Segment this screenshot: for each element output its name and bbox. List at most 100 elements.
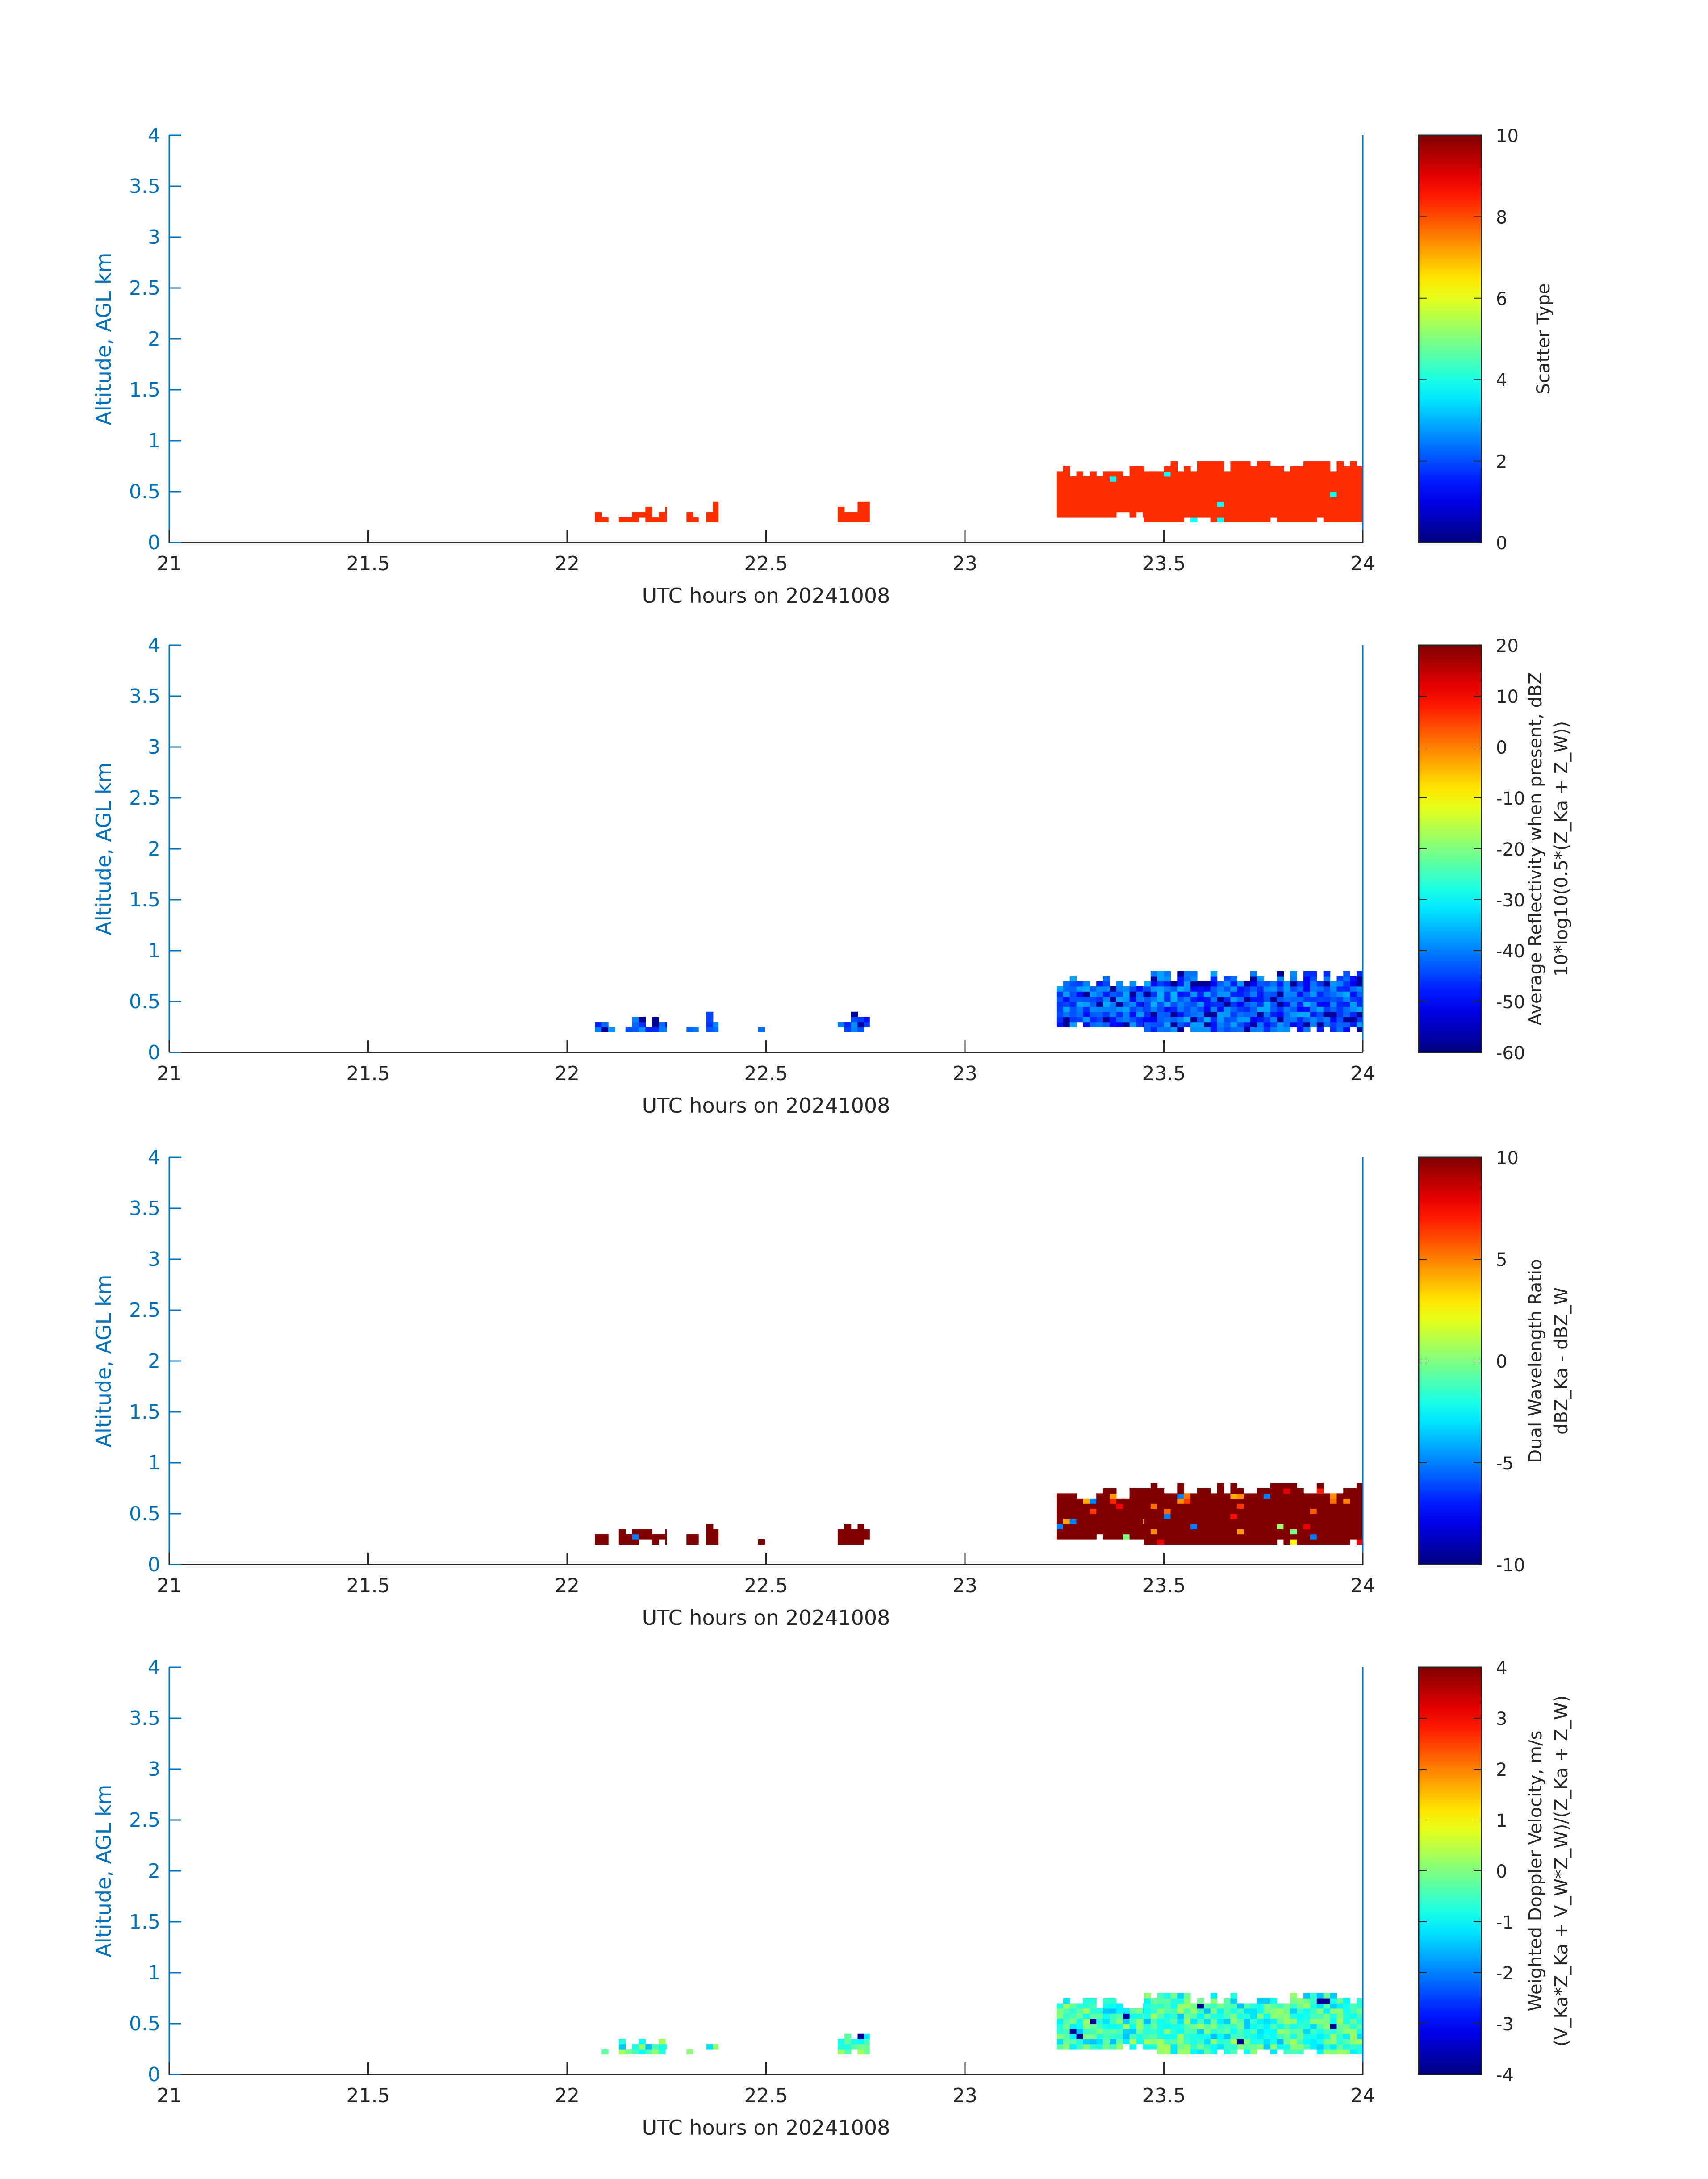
- echo-cell: [1157, 976, 1165, 981]
- echo-cell: [1230, 486, 1237, 492]
- echo-cell: [595, 1539, 602, 1545]
- colorbar-tick-label: -2: [1496, 1963, 1514, 1984]
- echo-cell: [1184, 2018, 1191, 2024]
- echo-cell: [1263, 512, 1271, 518]
- echo-cell: [1270, 2039, 1278, 2045]
- echo-cell: [1164, 1508, 1171, 1514]
- echo-cell: [1323, 507, 1331, 513]
- echo-cell: [1323, 1002, 1331, 1007]
- echo-cell: [1203, 512, 1211, 518]
- echo-cell: [1177, 2008, 1184, 2014]
- echo-cell: [1136, 1534, 1143, 1540]
- echo-cell: [1123, 986, 1130, 992]
- echo-cell: [601, 1027, 609, 1032]
- echo-cell: [1197, 501, 1204, 507]
- echo-cell: [1157, 476, 1165, 482]
- echo-cell: [1197, 497, 1204, 502]
- echo-cell: [1116, 497, 1123, 502]
- echo-cell: [1116, 1503, 1123, 1509]
- echo-cell: [1103, 1508, 1110, 1514]
- echo-cell: [1170, 2049, 1178, 2054]
- echo-cell: [1244, 1022, 1251, 1027]
- echo-cell: [1230, 1017, 1237, 1023]
- echo-cell: [1103, 1017, 1110, 1023]
- echo-cell: [1357, 971, 1363, 977]
- echo-cell: [1150, 1006, 1158, 1012]
- echo-cell: [1224, 2039, 1231, 2045]
- echo-cell: [1290, 1539, 1297, 1545]
- echo-cell: [1316, 501, 1324, 507]
- echo-cell: [1257, 471, 1264, 477]
- echo-cell: [1103, 471, 1110, 477]
- echo-cell: [1303, 1002, 1311, 1007]
- echo-cell: [1056, 1006, 1064, 1012]
- echo-cell: [1303, 1508, 1311, 1514]
- echo-cell: [1230, 1498, 1237, 1504]
- echo-cell: [1150, 1022, 1158, 1027]
- echo-cell: [1343, 507, 1350, 513]
- echo-cell: [1263, 1006, 1271, 1012]
- echo-cell: [1310, 1993, 1317, 1999]
- x-tick-label: 23: [952, 1062, 977, 1085]
- echo-cell: [1357, 507, 1363, 513]
- echo-cell: [1129, 1503, 1137, 1509]
- echo-cell: [1197, 1503, 1204, 1509]
- echo-cell: [1083, 1017, 1090, 1023]
- echo-cell: [1343, 1493, 1350, 1499]
- echo-cell: [1190, 486, 1198, 492]
- echo-cell: [1170, 1017, 1178, 1023]
- echo-cell: [1257, 1508, 1264, 1514]
- echo-cell: [1303, 2018, 1311, 2024]
- echo-cell: [652, 517, 659, 522]
- echo-cell: [1263, 466, 1271, 472]
- echo-cell: [1177, 1493, 1184, 1499]
- echo-cell: [1197, 1998, 1204, 2004]
- echo-cell: [1230, 481, 1237, 487]
- echo-cell: [1357, 492, 1363, 497]
- echo-cell: [1270, 2044, 1278, 2050]
- echo-cell: [1063, 2044, 1070, 2050]
- echo-cell: [1217, 1524, 1224, 1529]
- echo-cell: [1230, 1002, 1237, 1007]
- echo-cell: [1316, 481, 1324, 487]
- echo-cell: [1164, 2033, 1171, 2039]
- echo-cell: [1263, 2008, 1271, 2014]
- echo-cell: [1184, 512, 1191, 518]
- echo-cell: [1063, 1514, 1070, 1519]
- echo-cell: [1056, 2003, 1064, 2009]
- echo-cell: [1330, 501, 1337, 507]
- echo-cell: [1076, 2013, 1084, 2019]
- echo-cell: [1357, 976, 1363, 981]
- echo-cell: [1323, 2049, 1331, 2054]
- echo-cell: [1150, 971, 1158, 977]
- echo-cell: [1224, 512, 1231, 518]
- echo-cell: [1150, 2018, 1158, 2024]
- echo-cell: [1257, 1022, 1264, 1027]
- echo-cell: [1096, 996, 1103, 1002]
- x-tick-label: 24: [1350, 2084, 1375, 2107]
- echo-cell: [1316, 1993, 1324, 1999]
- echo-cell: [1303, 1514, 1311, 1519]
- echo-cell: [1343, 1017, 1350, 1023]
- echo-cell: [1144, 486, 1151, 492]
- echo-cell: [1210, 501, 1218, 507]
- echo-cell: [1184, 1519, 1191, 1524]
- echo-cell: [1170, 1022, 1178, 1027]
- echo-cell: [1237, 996, 1244, 1002]
- echo-cell: [1090, 471, 1097, 477]
- echo-cell: [1244, 471, 1251, 477]
- echo-cell: [1164, 2044, 1171, 2050]
- echo-cell: [1350, 2003, 1357, 2009]
- panel-1: 21 21.5 22 22.5 23 23.5 2400.511.522.533.54UTC…: [92, 124, 1554, 608]
- y-tick-label: 4: [148, 1656, 160, 1679]
- x-tick-label: 21.5: [347, 1574, 390, 1597]
- echo-cell: [1336, 481, 1344, 487]
- echo-cell: [1076, 2008, 1084, 2014]
- echo-cell: [1343, 1514, 1350, 1519]
- echo-cell: [758, 1027, 765, 1032]
- echo-cell: [1063, 1011, 1070, 1017]
- echo-cell: [1177, 2018, 1184, 2024]
- echo-cell: [1103, 2039, 1110, 2045]
- echo-cell: [1323, 471, 1331, 477]
- echo-cell: [1136, 996, 1143, 1002]
